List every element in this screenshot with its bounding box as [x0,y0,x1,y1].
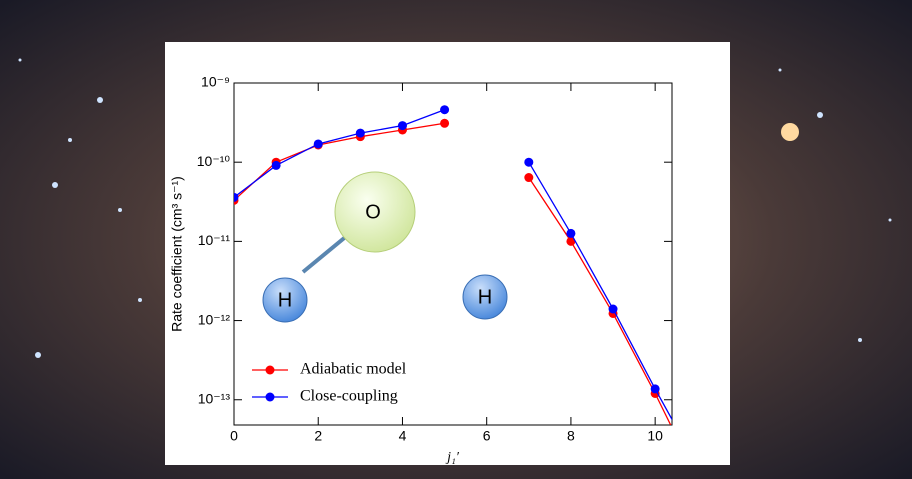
stars [18,58,892,358]
x-tick-label: 4 [399,428,407,444]
legend-marker [265,392,275,402]
y-axis-label: Rate coefficient (cm³ s⁻¹) [169,176,185,332]
data-point [608,304,618,314]
data-point [650,384,660,394]
atom-label: H [278,289,292,311]
data-point [397,121,407,131]
data-point [234,192,239,202]
x-tick-label: 2 [314,428,322,444]
atom-label: H [478,286,492,308]
y-tick-label: 10⁻⁹ [201,74,230,90]
x-tick-label: 6 [483,428,491,444]
plot-area [234,105,672,425]
legend-marker [265,365,275,375]
plot-frame [233,82,673,426]
y-tick-label: 10⁻¹² [198,311,231,327]
atom-label: O [365,201,381,223]
y-tick-label: 10⁻¹⁰ [197,153,231,169]
x-axis-label: j₁′ [445,450,460,465]
data-point [524,173,534,183]
x-tick-label: 8 [567,428,575,444]
oxygen-atom [334,171,416,253]
y-tick-label: 10⁻¹³ [198,390,231,406]
data-point [440,118,450,128]
hydrogen-atom [462,274,508,320]
data-point [355,128,365,138]
data-point [566,236,576,246]
x-tick-label: 0 [230,428,238,444]
data-point [524,157,534,167]
hydrogen-atom [262,277,308,323]
y-tick-label: 10⁻¹¹ [198,232,231,248]
legend-label: Adiabatic model [300,361,407,378]
nebula-spot [781,123,799,141]
data-point [440,105,450,115]
data-point [271,160,281,170]
data-point [313,139,323,149]
x-tick-label: 10 [647,428,663,444]
data-point [566,228,576,238]
chart-panel [165,42,730,465]
legend-label: Close-coupling [300,388,398,405]
